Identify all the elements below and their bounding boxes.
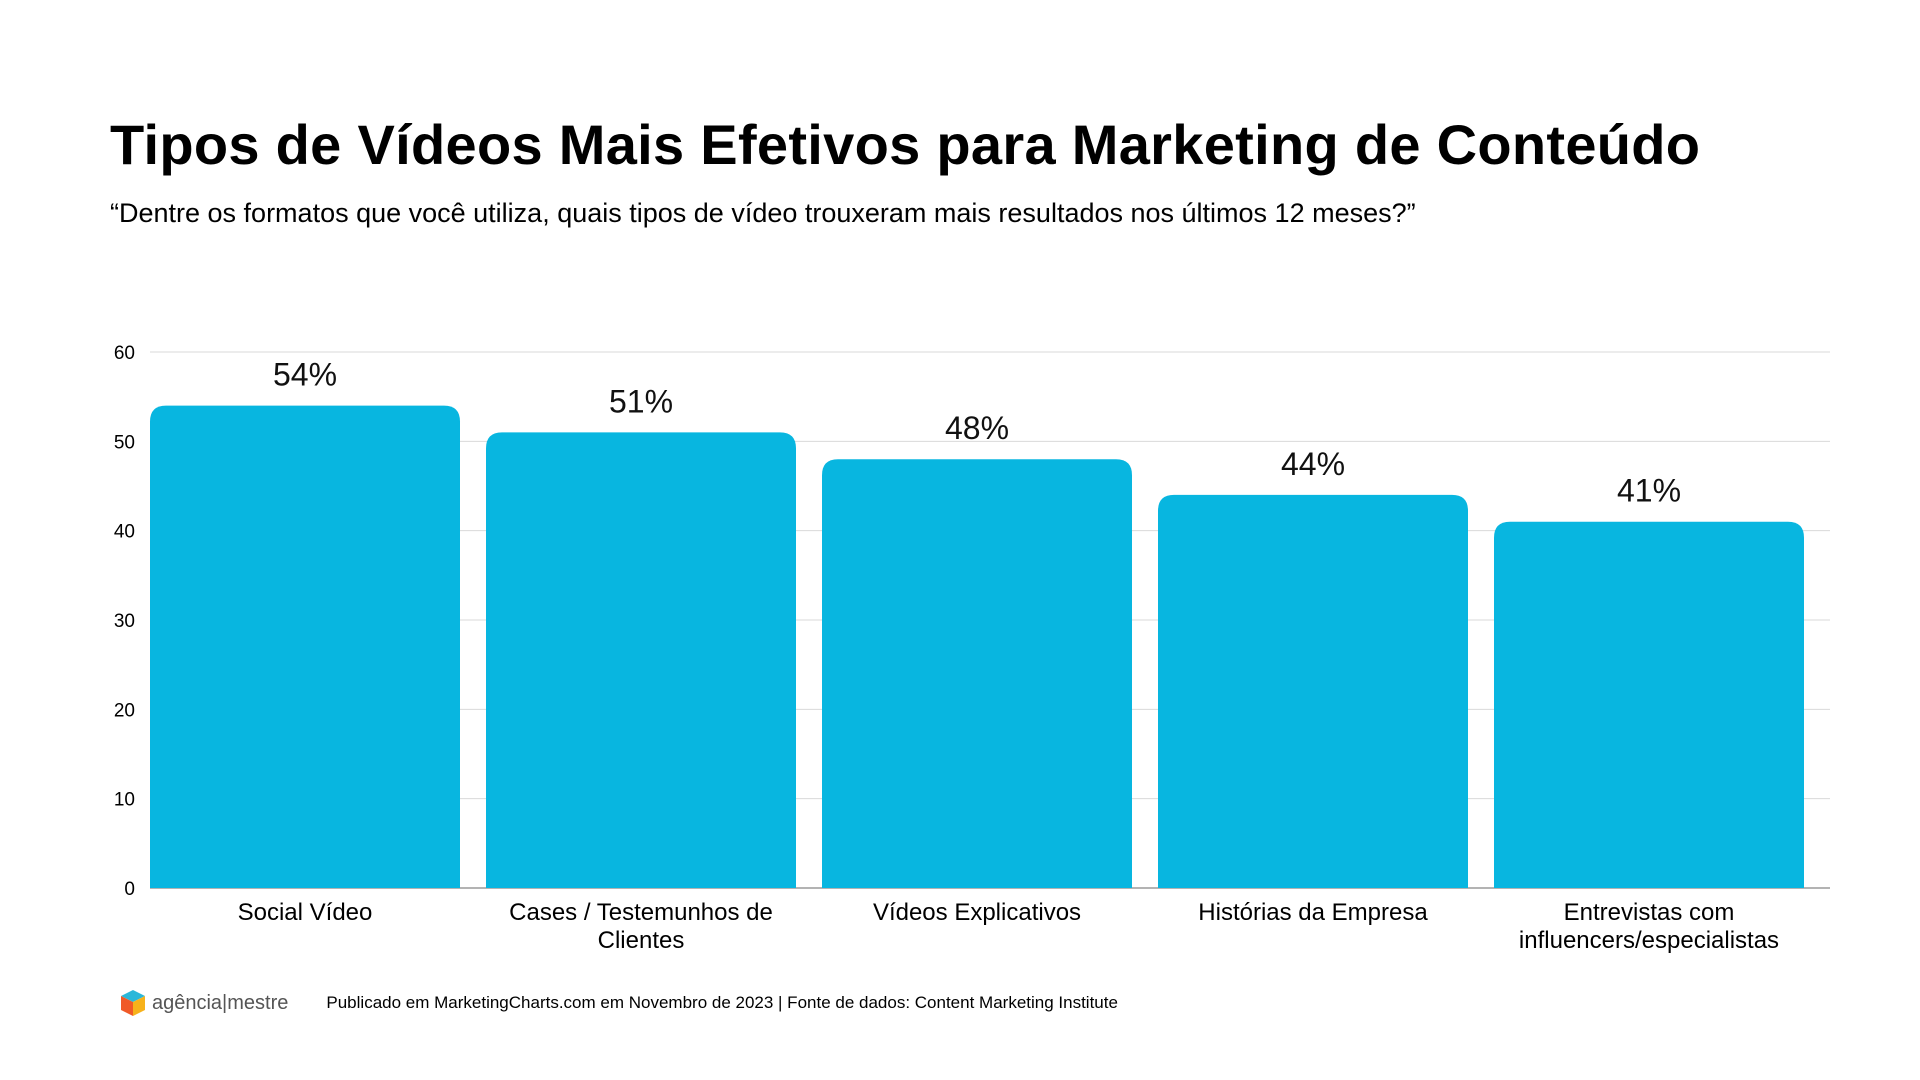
cube-logo-icon [121,990,145,1016]
y-tick-label: 40 [114,522,135,543]
data-label: 48% [945,410,1009,446]
x-category-label: Entrevistas com [1564,899,1735,926]
brand-logo: agência|mestre [118,988,288,1018]
data-label: 54% [273,357,337,393]
x-category-label: Vídeos Explicativos [873,899,1081,926]
y-tick-label: 0 [124,879,135,900]
bar [486,432,796,888]
x-category-label: Clientes [598,927,685,954]
y-tick-label: 60 [114,343,135,364]
bar [1494,521,1804,888]
chart-subtitle: “Dentre os formatos que você utiliza, qu… [110,198,1416,228]
x-category-label: influencers/especialistas [1519,927,1779,954]
chart-title: Tipos de Vídeos Mais Efetivos para Marke… [110,113,1701,176]
y-tick-label: 20 [114,700,135,721]
bar [150,405,460,888]
y-tick-label: 10 [114,790,135,811]
footer: agência|mestre Publicado em MarketingCha… [118,988,1118,1018]
x-category-label: Cases / Testemunhos de [509,899,773,926]
y-tick-label: 30 [114,611,135,632]
y-tick-label: 50 [114,432,135,453]
x-category-label: Histórias da Empresa [1198,899,1428,926]
data-label: 51% [609,383,673,419]
data-label: 44% [1281,446,1345,482]
bar [1158,494,1468,888]
bar-chart: 0 10 20 30 40 50 60 54% Social Vídeo 51% Cases / T… [114,343,1830,954]
x-category-label: Social Vídeo [238,899,373,926]
source-note: Publicado em MarketingCharts.com em Nove… [326,993,1118,1012]
bar [822,459,1132,888]
data-label: 41% [1617,473,1681,509]
logo-text: agência|mestre [152,991,289,1014]
